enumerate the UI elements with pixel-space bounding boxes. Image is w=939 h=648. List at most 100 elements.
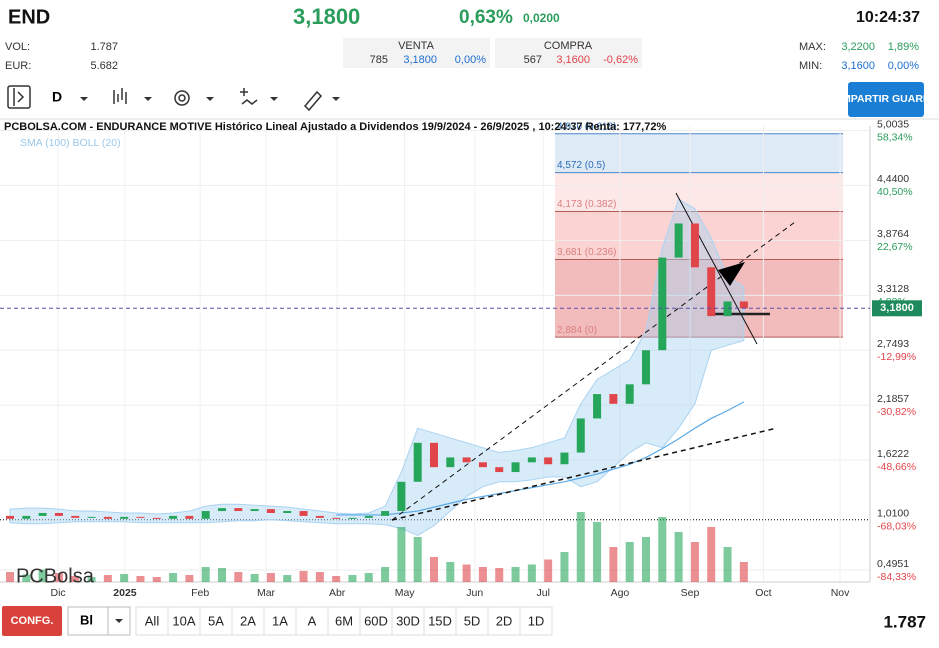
volume-bar [71,576,80,582]
volume-bar [348,575,357,582]
volume-bar [642,537,650,582]
period[interactable]: D [52,89,62,105]
compra-price: 3,1600 [556,54,590,66]
period-label: A [308,613,317,628]
period-button[interactable] [359,606,393,636]
volume-bar [185,575,194,582]
period-label: 5A [208,613,224,628]
period-button[interactable] [295,606,329,636]
candle [136,516,145,518]
eur: 5.682 [90,60,118,72]
sma-line [336,401,745,516]
volume-bar [315,572,324,582]
volume-bar [462,564,471,582]
candle [185,515,194,519]
share-text: COMPARTIR GUARDAR [826,93,939,105]
candle [201,511,210,519]
settings-icon[interactable] [174,90,190,106]
pen-icon[interactable] [303,90,323,112]
period-label: 1D [528,613,545,628]
volume-bar [152,577,161,582]
candle [707,267,716,317]
candle [218,508,226,512]
x-tick-label: Mar [257,587,276,599]
period-label: 1A [272,613,288,628]
period-button[interactable] [391,606,425,636]
x-tick-label: Oct [755,587,771,599]
volume-bar [266,573,275,582]
x-tick-label: Jul [537,587,550,599]
trendline [391,427,778,521]
candle [234,508,243,512]
candle [332,517,341,519]
candle [511,462,520,473]
config-button[interactable] [2,606,62,636]
period-button[interactable] [487,606,521,636]
fib-zone [555,172,843,212]
y-tick-label: 1,6222 [877,448,909,460]
period-label: 5D [464,613,481,628]
candle [690,223,699,268]
volume-bar [22,574,31,582]
y-tick-label: 5,0035 [877,118,909,130]
candle [658,257,667,351]
venta-label: VENTA [398,40,435,52]
candle [544,457,553,465]
volume-bar [658,517,667,582]
period-label: 60D [364,613,388,628]
candle [22,515,31,519]
vol: 1.787 [90,41,118,53]
candle [739,301,748,309]
x-tick-label: 2025 [113,587,137,599]
y-tick-pct: -68,03% [877,521,916,533]
ticker: END [8,6,50,28]
period-label: All [145,613,160,628]
candle [430,442,438,468]
draw-icon[interactable] [240,88,258,105]
period-button[interactable] [455,606,489,636]
candle [250,509,259,512]
fib-label: 4,970 (0.618) [557,121,617,132]
period-label: 10A [172,613,195,628]
candle [315,515,324,518]
share-button[interactable] [848,82,924,117]
period-button[interactable] [423,606,457,636]
y-tick-label: 3,8764 [877,228,909,240]
x-tick-label: Abr [329,587,346,599]
min-label: MIN: [799,60,822,72]
volume-bar [283,575,292,582]
y-tick-label: 0,4951 [877,558,909,570]
volume-bar [169,573,178,582]
share-label[interactable]: COMPARTIR GUARDAR [826,93,939,105]
volume-bar [495,568,504,582]
volume-bar [136,576,145,582]
volume-bar [723,547,732,582]
candle [381,511,390,516]
change: 0,0200 [523,11,560,25]
footer-volume: 1.787 [883,612,926,631]
candle [527,457,536,463]
volume-bar [364,573,373,582]
boll-band [9,198,745,536]
candle [609,394,618,404]
candle [120,516,129,519]
mode: Bl [80,612,93,627]
compra-qty: 567 [524,54,542,66]
volume-bar [299,571,308,582]
candle [87,516,96,518]
panel-toggle[interactable] [7,85,31,109]
toolbar [7,85,340,112]
volume-bar [381,567,390,582]
period-button[interactable] [519,606,553,636]
period-label: 15D [428,613,452,628]
period-bar: All 10A 5A 2A 1A A 6M 60D 30D 15D 5D 2D 1D [135,606,553,636]
x-tick-label: Ago [611,587,630,599]
fib-label: 3,681 (0.236) [557,247,617,258]
venta-qty: 785 [370,54,388,66]
chart-type-icon[interactable] [113,88,127,104]
last-price-tag [872,300,922,317]
volume-bar [690,542,699,582]
period-button[interactable] [263,606,297,636]
candle [348,517,357,519]
